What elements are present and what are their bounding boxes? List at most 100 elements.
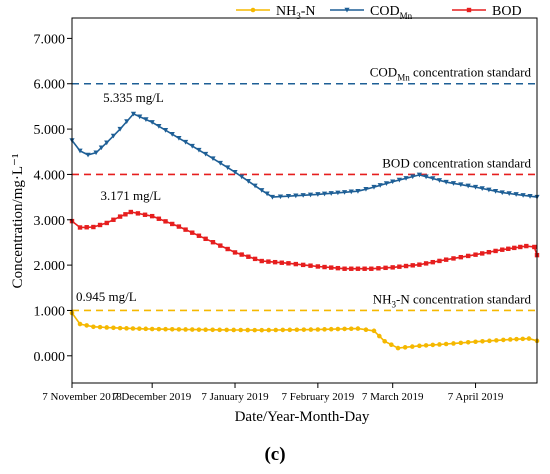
data-point <box>117 126 123 132</box>
data-point <box>348 326 354 332</box>
data-point <box>423 261 429 266</box>
data-point <box>423 343 429 348</box>
data-point <box>169 326 175 332</box>
data-point <box>526 336 532 341</box>
y-tick-label: 3.000 <box>34 214 66 229</box>
data-point <box>437 342 442 347</box>
data-point <box>369 266 374 271</box>
data-point <box>85 152 91 158</box>
data-point <box>137 114 143 120</box>
data-point <box>410 263 415 268</box>
data-point <box>451 341 456 346</box>
data-point <box>443 341 449 347</box>
data-point <box>473 339 478 345</box>
series-nh3-n <box>69 310 540 351</box>
data-point <box>501 337 506 343</box>
data-point <box>117 325 123 331</box>
data-point <box>279 260 284 265</box>
data-point <box>532 244 537 250</box>
data-point <box>383 265 388 271</box>
data-point <box>77 148 83 154</box>
x-tick-label: 7 December 2019 <box>113 391 192 403</box>
data-point <box>300 193 306 198</box>
data-point <box>176 327 182 332</box>
data-point <box>130 111 137 117</box>
data-point <box>124 326 129 331</box>
x-tick-label: 7 January 2019 <box>201 391 269 403</box>
data-point <box>512 245 517 251</box>
data-point <box>416 172 423 178</box>
data-point <box>84 225 89 230</box>
data-point <box>527 193 533 199</box>
data-point <box>294 327 300 333</box>
data-point <box>97 222 103 228</box>
data-point <box>259 258 264 264</box>
data-point <box>486 249 492 255</box>
data-point <box>335 265 341 271</box>
data-point <box>277 194 284 200</box>
data-point <box>285 193 292 199</box>
data-point <box>286 261 291 266</box>
data-point <box>189 143 195 149</box>
data-point <box>149 213 155 219</box>
data-point <box>506 246 511 251</box>
data-point <box>513 192 519 197</box>
peak-annotation: 3.171 mg/L <box>100 188 161 203</box>
data-point <box>402 345 408 350</box>
data-point <box>335 326 341 332</box>
data-point <box>473 252 478 257</box>
legend-label: NH3-N <box>276 4 316 21</box>
y-tick-label: 4.000 <box>34 168 66 183</box>
data-point <box>315 192 321 197</box>
data-point <box>217 160 223 166</box>
data-point <box>280 327 286 333</box>
series-layer <box>69 111 540 351</box>
data-point <box>162 128 169 133</box>
data-point <box>104 140 110 146</box>
data-point <box>342 266 347 271</box>
data-point <box>308 327 314 332</box>
data-point <box>342 326 347 332</box>
data-point <box>395 345 401 351</box>
y-tick-label: 0.000 <box>34 350 66 365</box>
data-point <box>210 240 216 245</box>
data-point <box>479 186 485 191</box>
data-point <box>156 216 162 221</box>
data-point <box>410 174 416 180</box>
data-point <box>97 324 103 330</box>
data-point <box>308 263 313 268</box>
data-point <box>245 327 251 333</box>
data-point <box>507 337 513 342</box>
data-point <box>117 214 123 219</box>
data-point <box>371 184 377 190</box>
series-codmn <box>69 111 540 200</box>
data-point <box>156 124 162 129</box>
x-axis-label: Date/Year-Month-Day <box>235 409 370 425</box>
y-tick-label: 5.000 <box>34 123 66 138</box>
data-point <box>196 147 202 153</box>
data-point <box>417 343 422 349</box>
data-point <box>315 264 321 269</box>
y-axis-label: Concentration/mg·L⁻¹ <box>10 154 26 289</box>
data-point <box>266 259 271 264</box>
data-point <box>486 187 492 193</box>
data-point <box>355 326 361 331</box>
data-point <box>436 178 443 183</box>
data-point <box>430 259 435 265</box>
data-point <box>403 263 409 269</box>
y-tick-label: 6.000 <box>34 78 66 93</box>
data-point <box>520 336 526 342</box>
data-point <box>231 327 236 333</box>
data-point <box>190 230 195 235</box>
data-point <box>98 145 104 151</box>
data-point <box>403 176 409 181</box>
legend-label: BOD <box>492 4 522 19</box>
data-point <box>239 252 244 257</box>
data-point <box>329 265 334 270</box>
data-point <box>524 243 529 249</box>
data-point <box>487 338 492 344</box>
data-point <box>465 183 471 189</box>
data-point <box>383 181 390 186</box>
data-point <box>142 212 148 217</box>
data-point <box>104 325 110 330</box>
